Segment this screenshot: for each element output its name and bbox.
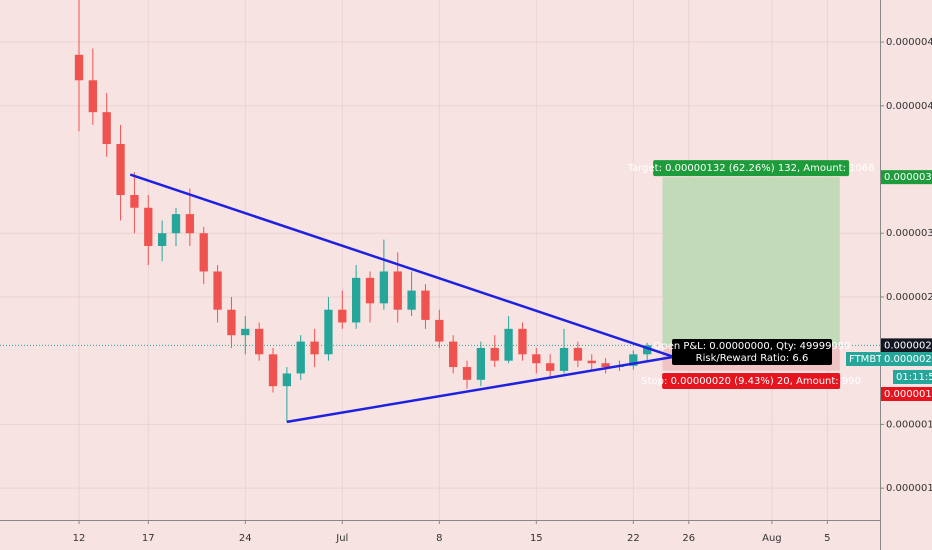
stop-price: 0.00000192: [884, 389, 932, 400]
pnl-box: [672, 339, 832, 365]
candle-body: [393, 271, 402, 310]
candle-body: [365, 277, 375, 304]
candle-body: [462, 367, 472, 380]
last-price: 0.00000212: [884, 340, 932, 351]
candle-body: [130, 195, 139, 208]
y-tick-label: 0.00000150: [886, 419, 932, 430]
candle-body: [88, 80, 98, 113]
candle-body: [379, 271, 389, 304]
candle-body: [476, 347, 486, 380]
candle-body: [144, 207, 153, 246]
stop-label-bg: [662, 373, 841, 389]
stop-price-bg: [881, 387, 932, 401]
x-tick-label: 24: [239, 533, 252, 544]
price-axis: [880, 0, 932, 550]
candle-body: [254, 328, 264, 355]
candle-body: [282, 373, 292, 387]
countdown-bg: [893, 370, 932, 384]
target-price: 0.00000344: [884, 172, 932, 183]
trendline: [286, 355, 674, 424]
candle-body: [573, 347, 583, 361]
candle-body: [490, 347, 499, 361]
symbol-price-bg: [881, 352, 932, 366]
candle-body: [199, 233, 208, 272]
candle-body: [532, 354, 541, 364]
candle-body: [241, 328, 250, 336]
candle-body: [171, 214, 181, 234]
x-tick-label: Aug: [762, 533, 782, 544]
candle-body: [227, 309, 236, 336]
x-tick-label: 15: [530, 533, 543, 544]
pnl-label: Open P&L: 0.00000000, Qty: 49999999: [653, 341, 850, 352]
x-tick-label: 17: [142, 533, 155, 544]
candle-body: [268, 354, 278, 387]
y-tick-label: 0.00000250: [886, 292, 932, 303]
candle-body: [449, 341, 458, 368]
candle-body: [629, 354, 638, 366]
symbol-price: 0.00000212: [884, 354, 932, 365]
y-tick-label: 0.00000400: [886, 101, 932, 112]
candle-body: [310, 341, 319, 355]
x-tick-label: 8: [436, 533, 442, 544]
candle-body: [102, 112, 111, 145]
ratio-label: Risk/Reward Ratio: 6.6: [696, 353, 809, 364]
candle-body: [407, 290, 416, 310]
candle-body: [116, 144, 125, 195]
y-tick-label: 0.00000100: [886, 483, 932, 494]
candle-body: [435, 319, 444, 342]
candle-body: [213, 271, 222, 310]
symbol-bg: [846, 352, 884, 366]
countdown: 01:11:58: [896, 372, 932, 383]
target-price-bg: [881, 170, 932, 185]
candle-body: [587, 360, 596, 364]
candle-body: [546, 363, 555, 371]
candle-body: [74, 54, 84, 81]
candle-body: [601, 363, 610, 368]
target-label-bg: [653, 160, 850, 177]
last-price-bg: [881, 338, 932, 353]
y-tick-label: 0.00000300: [886, 228, 932, 239]
candle-body: [296, 341, 305, 374]
symbol: FTMBTC: [849, 354, 889, 365]
candle-body: [352, 277, 361, 323]
stop-label: Stop: 0.00000020 (9.43%) 20, Amount: 990: [641, 376, 861, 387]
x-tick-label: 26: [682, 533, 695, 544]
candle-body: [185, 214, 195, 234]
candle-body: [324, 309, 333, 355]
target-zone: [662, 177, 840, 346]
x-tick-label: 5: [824, 533, 830, 544]
candle-body: [421, 290, 430, 320]
target-label: Target: 0.00000132 (62.26%) 132, Amount:…: [627, 163, 875, 174]
candle-body: [518, 328, 527, 355]
x-tick-label: 22: [627, 533, 640, 544]
trendline: [129, 173, 674, 359]
x-tick-label: Jul: [335, 533, 348, 544]
x-tick-label: 12: [73, 533, 86, 544]
candle-body: [559, 347, 569, 371]
candle-body: [157, 233, 167, 246]
candle-body: [643, 345, 652, 355]
candle-body: [504, 328, 513, 361]
y-tick-label: 0.00000450: [886, 37, 932, 48]
candle-body: [338, 309, 347, 323]
